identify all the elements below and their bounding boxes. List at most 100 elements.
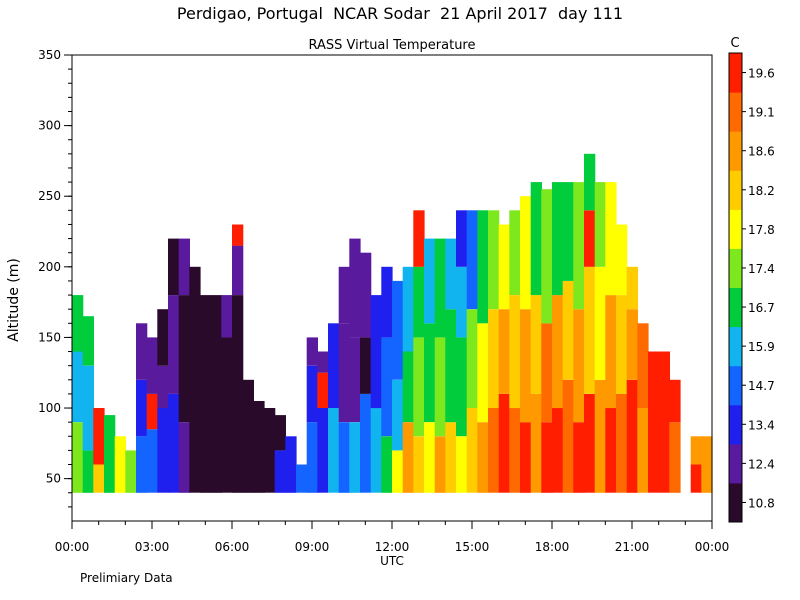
- field-cell: [157, 365, 169, 409]
- field-cell: [413, 266, 425, 338]
- field-cell: [498, 309, 510, 394]
- colorbar-swatch: [729, 170, 742, 210]
- field-cell: [317, 408, 329, 493]
- field-cell: [381, 436, 393, 493]
- footnote: Prelimiary Data: [80, 571, 173, 585]
- colorbar-swatch: [729, 131, 742, 171]
- field-cell: [605, 295, 617, 409]
- field-cell: [146, 337, 158, 394]
- field-cell: [562, 379, 574, 493]
- field-cell: [285, 436, 297, 493]
- field-cell: [552, 182, 564, 296]
- field-cell: [466, 408, 478, 493]
- field-cell: [605, 182, 617, 296]
- colorbar-level-label: 19.6: [748, 67, 775, 81]
- chart-title: Perdigao, Portugal NCAR Sodar 21 April 2…: [177, 4, 623, 23]
- x-tick-label: 15:00: [455, 540, 490, 554]
- field-cell: [274, 415, 286, 451]
- field-cell: [82, 450, 94, 493]
- field-cell: [456, 210, 468, 267]
- colorbar-level-label: 12.4: [748, 457, 775, 471]
- field-cell: [168, 295, 180, 394]
- field-cell: [552, 408, 564, 493]
- field-cell: [136, 379, 148, 437]
- field-cell: [338, 266, 350, 324]
- field-cell: [488, 210, 500, 310]
- field-cell: [498, 224, 510, 310]
- colorbar-level-label: 18.6: [748, 145, 775, 159]
- field-cell: [413, 337, 425, 437]
- x-tick-label: 21:00: [615, 540, 650, 554]
- colorbar-swatch: [729, 248, 742, 288]
- field-cell: [72, 422, 84, 493]
- field-cell: [573, 422, 585, 493]
- field-cell: [669, 422, 681, 493]
- field-cell: [338, 422, 350, 493]
- field-cell: [349, 422, 361, 493]
- colorbar-level-label: 17.8: [748, 223, 775, 237]
- colorbar-level-label: 10.8: [748, 496, 775, 510]
- field-cell: [328, 408, 340, 493]
- field-cell: [541, 189, 553, 324]
- field-cell: [573, 182, 585, 310]
- field-cell: [360, 337, 372, 394]
- colorbar-swatch: [729, 92, 742, 132]
- x-tick-label: 12:00: [375, 540, 410, 554]
- field-cell: [552, 295, 564, 409]
- field-cell: [306, 337, 318, 366]
- field-cell: [157, 309, 169, 366]
- field-cell: [136, 436, 148, 493]
- field-cell: [584, 153, 596, 211]
- field-cell: [370, 408, 382, 493]
- colorbar: 10.8 12.4 13.4 14.7 15.9 16.7 17.4 17.8 18.2 18.6…: [728, 52, 775, 523]
- field-cell: [93, 464, 105, 493]
- field-cell: [445, 309, 457, 423]
- field-cell: [402, 266, 414, 352]
- field-cell: [178, 422, 190, 493]
- field-cell: [189, 266, 201, 493]
- field-cell: [445, 238, 457, 310]
- field-cell: [168, 238, 180, 296]
- field-cell: [317, 372, 329, 408]
- field-cell: [584, 393, 596, 493]
- field-cell: [562, 182, 574, 281]
- y-tick-label: 150: [38, 330, 61, 344]
- field-cell: [637, 323, 649, 408]
- field-cell: [541, 323, 553, 423]
- temperature-field: [72, 153, 713, 493]
- field-cell: [136, 323, 148, 380]
- y-tick-label: 350: [38, 48, 61, 62]
- field-cell: [541, 422, 553, 493]
- field-cell: [317, 351, 329, 373]
- field-cell: [157, 408, 169, 493]
- field-cell: [210, 295, 222, 493]
- field-cell: [530, 393, 542, 493]
- field-cell: [381, 266, 393, 338]
- field-cell: [477, 323, 489, 423]
- chart-subtitle: RASS Virtual Temperature: [309, 38, 476, 53]
- colorbar-swatch: [729, 482, 742, 523]
- field-cell: [456, 266, 468, 338]
- colorbar-swatch: [729, 53, 742, 93]
- field-cell: [146, 429, 158, 493]
- field-cell: [178, 295, 190, 423]
- colorbar-level-label: 16.7: [748, 301, 775, 315]
- y-tick-label: 250: [38, 189, 61, 203]
- field-cell: [242, 379, 254, 493]
- field-cell: [232, 245, 244, 295]
- field-cell: [392, 280, 404, 380]
- field-cell: [456, 337, 468, 437]
- y-tick-label: 200: [38, 260, 61, 274]
- field-cell: [584, 266, 596, 394]
- field-cell: [424, 238, 436, 324]
- field-cell: [701, 436, 713, 493]
- field-cell: [296, 464, 308, 493]
- colorbar-level-label: 13.4: [748, 418, 775, 432]
- field-cell: [509, 210, 521, 295]
- colorbar-swatch: [729, 287, 742, 328]
- colorbar-swatch: [729, 209, 742, 249]
- field-cell: [498, 393, 510, 493]
- field-cell: [648, 351, 660, 493]
- x-axis-label: UTC: [380, 554, 404, 568]
- field-cell: [264, 408, 276, 493]
